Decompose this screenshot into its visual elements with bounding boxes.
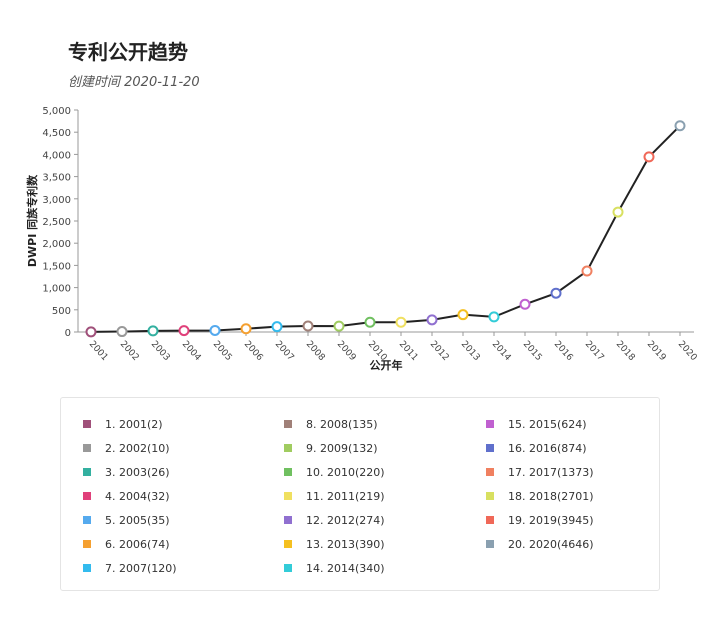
data-point-2006 (240, 323, 252, 335)
x-tick-label: 2013 (459, 339, 482, 363)
data-point-2017 (581, 265, 593, 277)
legend-swatch (83, 564, 91, 572)
x-tick-label: 2009 (335, 339, 358, 363)
y-tick-label: 1,500 (42, 261, 71, 272)
data-point-2010 (364, 316, 376, 328)
legend-label: 5. 2005(35) (105, 514, 170, 527)
legend-swatch (284, 492, 292, 500)
data-point-2005 (209, 324, 221, 336)
chart-subtitle: 创建时间 2020-11-20 (68, 75, 200, 90)
data-point-2016 (550, 287, 562, 299)
y-tick-label: 5,000 (42, 106, 71, 117)
x-tick-label: 2002 (118, 339, 141, 363)
legend-label: 9. 2009(132) (306, 442, 378, 455)
x-tick-label: 2003 (149, 339, 172, 363)
data-point-2009 (333, 320, 345, 332)
legend-label: 18. 2018(2701) (508, 490, 594, 503)
x-tick-label: 2018 (614, 339, 637, 363)
legend-label: 3. 2003(26) (105, 466, 170, 479)
legend-label: 4. 2004(32) (105, 490, 170, 503)
legend-swatch (284, 540, 292, 548)
legend-swatch (83, 540, 91, 548)
legend-label: 17. 2017(1373) (508, 466, 594, 479)
y-axis-title: DWPI 同族专利数 (25, 174, 39, 267)
legend-label: 6. 2006(74) (105, 538, 170, 551)
legend-label: 13. 2013(390) (306, 538, 385, 551)
series-line (90, 125, 681, 333)
x-tick-label: 2007 (273, 339, 296, 363)
x-axis-title: 公开年 (370, 358, 403, 372)
line-chart: 0 500 1,000 1,500 2,000 2,500 3,000 3,500 4,000 4… (25, 106, 699, 372)
y-tick-label: 4,500 (42, 128, 71, 139)
legend-label: 19. 2019(3945) (508, 514, 594, 527)
x-tick-label: 2020 (676, 339, 699, 363)
x-tick-label: 2005 (211, 339, 234, 363)
data-point-2011 (395, 316, 407, 328)
chart-legend: 1. 2001(2) 2. 2002(10) 3. 2003(26) 4. 2004(… (60, 397, 660, 591)
data-point-2015 (519, 298, 531, 310)
y-tick-label: 1,000 (42, 284, 71, 295)
legend-label: 1. 2001(2) (105, 418, 163, 431)
legend-swatch (83, 444, 91, 452)
x-tick-label: 2014 (490, 339, 513, 363)
legend-swatch (83, 420, 91, 428)
legend-swatch (486, 492, 494, 500)
y-tick-label: 2,000 (42, 239, 71, 250)
y-tick-label: 0 (65, 328, 71, 339)
data-point-2014 (488, 311, 500, 323)
x-tick-label: 2016 (552, 339, 575, 363)
legend-label: 14. 2014(340) (306, 562, 385, 575)
data-point-2020 (674, 120, 686, 132)
data-point-2008 (302, 320, 314, 332)
data-point-2019 (643, 151, 655, 163)
legend-swatch (83, 492, 91, 500)
data-point-2007 (271, 321, 283, 333)
legend-swatch (486, 540, 494, 548)
x-tick-label: 2004 (180, 339, 203, 363)
legend-label: 20. 2020(4646) (508, 538, 594, 551)
data-point-2018 (612, 206, 624, 218)
legend-label: 15. 2015(624) (508, 418, 587, 431)
legend-label: 7. 2007(120) (105, 562, 177, 575)
data-point-2003 (147, 325, 159, 337)
data-point-2012 (426, 314, 438, 326)
x-tick-label: 2008 (304, 339, 327, 363)
legend-swatch (486, 468, 494, 476)
legend-label: 8. 2008(135) (306, 418, 378, 431)
legend-swatch (284, 468, 292, 476)
y-tick-label: 4,000 (42, 150, 71, 161)
legend-swatch (83, 516, 91, 524)
legend-swatch (486, 516, 494, 524)
legend-label: 16. 2016(874) (508, 442, 587, 455)
x-tick-label: 2012 (428, 339, 451, 363)
legend-label: 11. 2011(219) (306, 490, 385, 503)
legend-label: 2. 2002(10) (105, 442, 170, 455)
legend-swatch (83, 468, 91, 476)
x-tick-label: 2017 (583, 339, 606, 363)
legend-swatch (284, 444, 292, 452)
x-tick-label: 2006 (242, 339, 265, 363)
y-tick-label: 500 (52, 306, 71, 317)
legend-label: 12. 2012(274) (306, 514, 385, 527)
legend-label: 10. 2010(220) (306, 466, 385, 479)
y-tick-label: 3,500 (42, 173, 71, 184)
x-tick-label: 2015 (521, 339, 544, 363)
legend-swatch (284, 516, 292, 524)
legend-swatch (486, 444, 494, 452)
data-point-2004 (178, 325, 190, 337)
data-point-2001 (85, 326, 97, 338)
legend-swatch (486, 420, 494, 428)
legend-swatch (284, 420, 292, 428)
chart-title: 专利公开趋势 (68, 40, 188, 64)
legend-swatch (284, 564, 292, 572)
y-tick-label: 2,500 (42, 217, 71, 228)
x-tick-label: 2001 (87, 339, 110, 363)
data-point-2013 (457, 309, 469, 321)
x-tick-label: 2019 (645, 339, 668, 363)
data-point-2002 (116, 326, 128, 338)
y-tick-label: 3,000 (42, 195, 71, 206)
